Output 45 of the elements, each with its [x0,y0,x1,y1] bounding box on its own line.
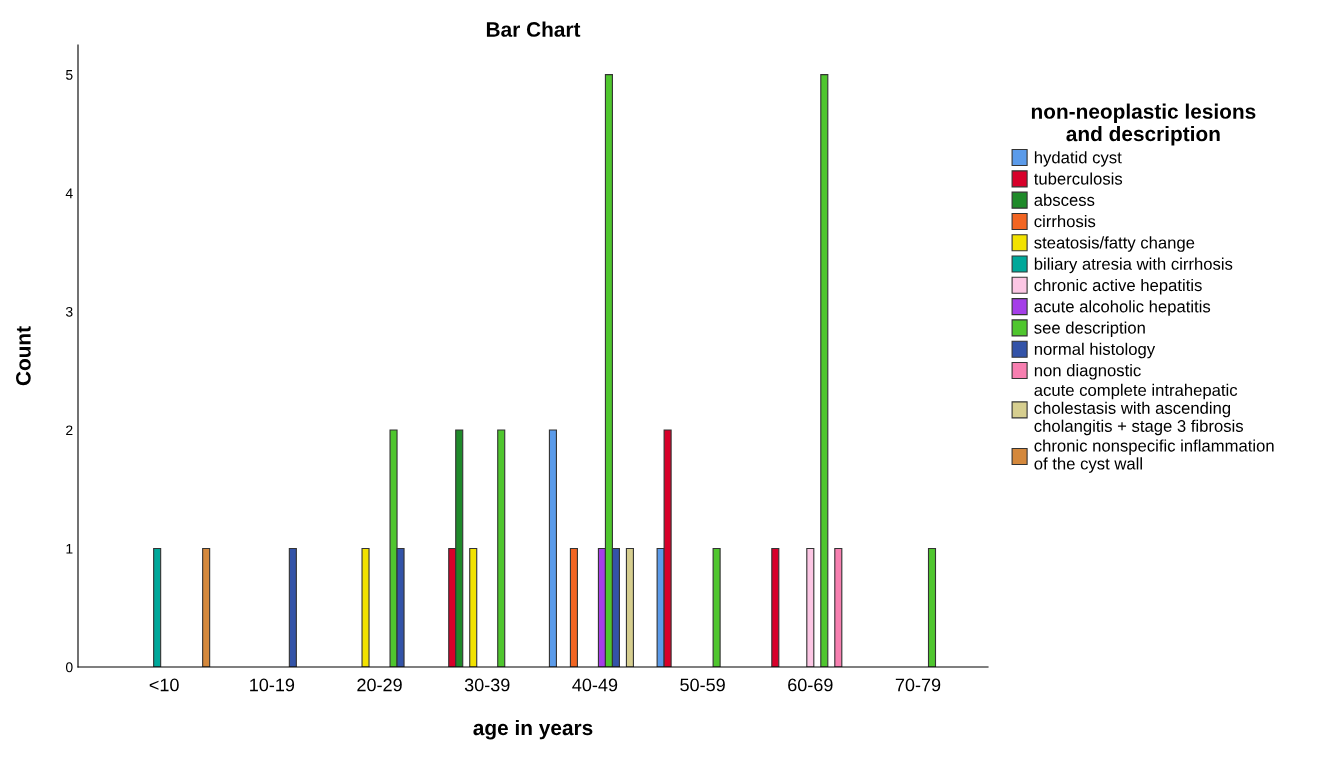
x-axis-title: age in years [473,719,593,740]
legend-label: see description [1034,321,1145,338]
x-tick-label: 30-39 [464,678,510,692]
y-tick-label: 2 [66,425,73,436]
bar [361,547,370,667]
y-axis-title: Count [15,326,31,386]
bar [834,547,843,667]
bar [820,74,829,667]
y-tick-label: 1 [66,544,73,554]
y-tick-label: 3 [65,306,73,317]
bar [202,547,211,667]
chart-title: Bar Chart [486,21,581,37]
legend-label: chronic active hepatitis [1034,278,1202,295]
y-tick-label: 4 [65,188,73,199]
legend-label: biliary atresia with cirrhosis [1034,257,1233,274]
bar [288,547,297,667]
legend-label: non diagnostic [1034,364,1141,380]
bar [548,429,557,667]
x-tick-label: 40-49 [572,678,618,692]
x-tick-label: 60-69 [788,678,833,692]
x-tick-label: 70-79 [895,678,941,692]
legend-label: abscess [1034,193,1095,206]
legend-label: hydatid cyst [1034,151,1122,167]
bar [806,547,815,667]
x-tick-label: <10 [149,678,179,692]
bar [497,429,506,667]
legend-title: non-neoplastic lesions and description [1031,103,1256,146]
x-tick-label: 20-29 [357,678,402,692]
bar [771,547,780,667]
y-tick-label: 0 [65,662,73,673]
bar [569,547,578,667]
bar [712,547,721,667]
legend-label: steatosis/fatty change [1034,236,1195,252]
bar [469,547,478,667]
legend-label: normal histology [1034,342,1156,359]
x-tick-label: 50-59 [680,678,725,692]
bar [927,547,937,667]
x-tick-label: 10-19 [250,678,295,692]
y-tick-label: 5 [65,70,73,80]
legend-label: cirrhosis [1034,215,1096,228]
legend-label: acute alcoholic hepatitis [1034,300,1211,316]
legend-label: chronic nonspecific inflammation of the cyst wall [1034,439,1274,473]
legend-label: tuberculosis [1034,172,1123,185]
bar [625,547,634,667]
bar [153,547,162,667]
